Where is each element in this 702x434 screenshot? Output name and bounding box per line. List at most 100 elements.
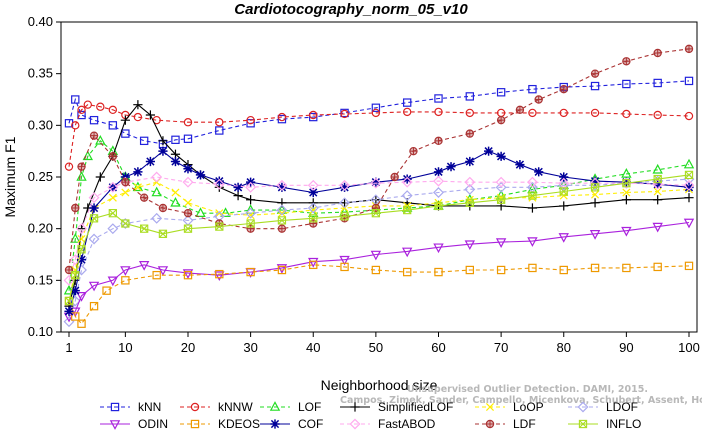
data-point bbox=[402, 98, 412, 107]
data-point bbox=[434, 136, 443, 146]
data-point bbox=[495, 181, 507, 193]
x-tick-label: 70 bbox=[494, 340, 508, 355]
data-point bbox=[133, 100, 143, 110]
data-point bbox=[653, 179, 663, 189]
data-point bbox=[215, 269, 224, 279]
data-point bbox=[69, 254, 81, 266]
data-point bbox=[64, 162, 74, 171]
data-point bbox=[559, 84, 568, 94]
y-axis-title: Maximum F1 bbox=[2, 136, 18, 217]
legend-item-COF: COF bbox=[260, 417, 323, 431]
data-point bbox=[434, 94, 443, 103]
legend-marker bbox=[190, 402, 200, 412]
data-point bbox=[214, 271, 225, 282]
legend-label: LDOF bbox=[606, 400, 638, 414]
data-point bbox=[64, 265, 74, 275]
data-point bbox=[684, 44, 694, 54]
data-point bbox=[145, 156, 156, 167]
series-line bbox=[68, 150, 690, 312]
legend-label: kNNW bbox=[218, 400, 253, 414]
data-point bbox=[71, 121, 80, 130]
series-line bbox=[68, 104, 690, 167]
data-point bbox=[139, 136, 149, 146]
legend-label: COF bbox=[298, 417, 323, 431]
x-tick-label: 90 bbox=[619, 340, 633, 355]
data-point bbox=[107, 181, 119, 193]
legend-label: SimplifiedLOF bbox=[378, 400, 453, 414]
legend-marker bbox=[485, 419, 495, 429]
legend-marker bbox=[109, 420, 121, 430]
data-point bbox=[183, 270, 193, 280]
data-point bbox=[464, 176, 476, 188]
data-point bbox=[465, 108, 475, 118]
data-point bbox=[215, 118, 224, 127]
series-layer bbox=[63, 44, 695, 328]
data-point bbox=[528, 191, 537, 200]
y-tick-label: 0.30 bbox=[28, 117, 53, 132]
data-point bbox=[684, 76, 694, 86]
legend-label: LDF bbox=[513, 417, 536, 431]
data-point bbox=[653, 187, 662, 196]
data-point bbox=[589, 230, 601, 240]
data-point bbox=[590, 108, 600, 118]
data-point bbox=[121, 188, 130, 197]
x-tick-label: 60 bbox=[431, 340, 445, 355]
series-kNNW bbox=[64, 100, 694, 171]
data-point bbox=[684, 261, 694, 271]
data-point bbox=[183, 164, 193, 174]
data-point bbox=[276, 264, 288, 274]
data-point bbox=[140, 224, 149, 233]
data-point bbox=[245, 207, 257, 219]
data-point bbox=[401, 190, 413, 202]
data-point bbox=[527, 203, 538, 213]
data-point bbox=[121, 129, 130, 138]
x-tick-label: 10 bbox=[118, 340, 132, 355]
data-point bbox=[371, 108, 381, 118]
data-point bbox=[88, 233, 100, 245]
data-point bbox=[590, 81, 600, 91]
data-point bbox=[309, 214, 318, 223]
data-point bbox=[95, 172, 105, 182]
data-point bbox=[653, 78, 662, 88]
data-point bbox=[465, 156, 475, 167]
data-point bbox=[370, 250, 382, 261]
legend-label: FastABOD bbox=[378, 417, 436, 431]
data-point bbox=[133, 112, 143, 122]
data-point bbox=[371, 177, 381, 187]
legend-marker bbox=[577, 401, 589, 413]
legend-item-LoOP: LoOP bbox=[475, 400, 544, 414]
x-tick-label: 80 bbox=[557, 340, 571, 355]
data-point bbox=[465, 129, 475, 138]
data-point bbox=[683, 158, 695, 169]
data-point bbox=[246, 115, 255, 125]
data-point bbox=[465, 265, 475, 275]
data-point bbox=[77, 245, 86, 254]
legend-label: ODIN bbox=[138, 417, 168, 431]
data-point bbox=[339, 255, 350, 266]
data-point bbox=[683, 179, 695, 191]
data-point bbox=[371, 209, 381, 218]
data-point bbox=[107, 276, 119, 287]
data-point bbox=[215, 126, 224, 135]
data-point bbox=[434, 201, 443, 211]
data-point bbox=[246, 195, 256, 205]
data-point bbox=[496, 151, 506, 161]
data-point bbox=[277, 112, 287, 122]
data-point bbox=[88, 281, 100, 292]
data-point bbox=[434, 267, 443, 277]
x-tick-label: 40 bbox=[306, 340, 320, 355]
data-point bbox=[464, 183, 476, 195]
data-point bbox=[495, 238, 507, 248]
chart-title: Cardiotocography_norm_05_v10 bbox=[234, 1, 468, 18]
data-point bbox=[71, 271, 80, 280]
data-point bbox=[496, 195, 506, 204]
data-point bbox=[559, 201, 569, 211]
data-point bbox=[403, 205, 412, 215]
data-point bbox=[138, 261, 150, 271]
data-point bbox=[183, 134, 193, 143]
data-point bbox=[496, 265, 506, 275]
data-point bbox=[89, 214, 99, 223]
data-point bbox=[145, 110, 156, 120]
data-point bbox=[308, 187, 318, 198]
data-point bbox=[528, 84, 537, 94]
